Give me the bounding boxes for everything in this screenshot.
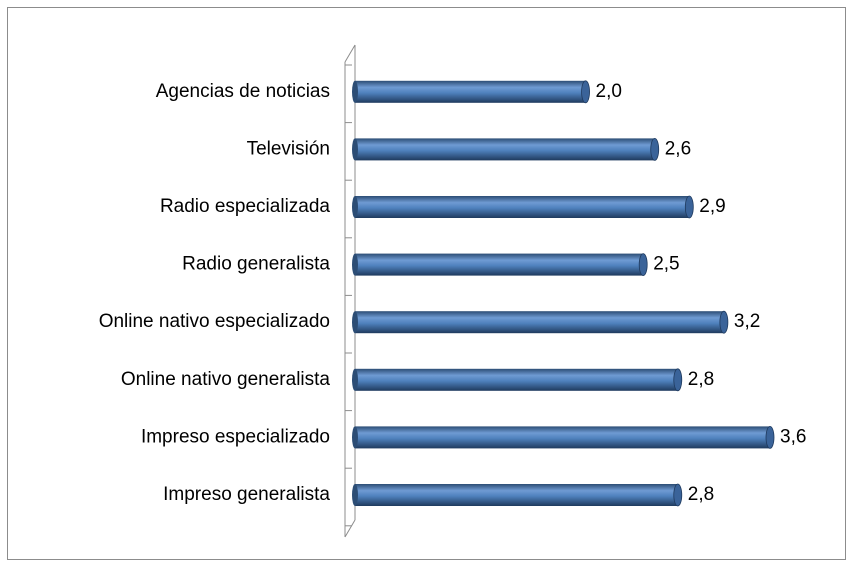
bar — [352, 310, 729, 334]
y-tick-label: Online nativo especializado — [99, 311, 330, 332]
data-label: 2,5 — [653, 254, 679, 275]
bar — [352, 80, 590, 104]
data-label: 3,2 — [734, 311, 760, 332]
y-tick-label: Online nativo generalista — [121, 369, 331, 390]
bar — [352, 483, 683, 507]
y-tick-label: Televisión — [247, 138, 330, 159]
bar — [352, 368, 683, 392]
bar — [352, 137, 660, 161]
bar — [352, 195, 694, 219]
data-label: 2,0 — [596, 81, 622, 102]
data-label: 2,8 — [688, 369, 714, 390]
y-tick-label: Agencias de noticias — [156, 81, 330, 102]
bar — [352, 425, 775, 449]
data-label: 2,9 — [699, 196, 725, 217]
data-label: 2,6 — [665, 138, 691, 159]
y-tick-label: Impreso generalista — [163, 484, 330, 505]
y-tick-label: Radio especializada — [160, 196, 330, 217]
bar — [352, 253, 648, 277]
y-tick-label: Impreso especializado — [141, 426, 330, 447]
data-label: 3,6 — [780, 426, 806, 447]
data-label: 2,8 — [688, 484, 714, 505]
y-tick-label: Radio generalista — [182, 254, 330, 275]
